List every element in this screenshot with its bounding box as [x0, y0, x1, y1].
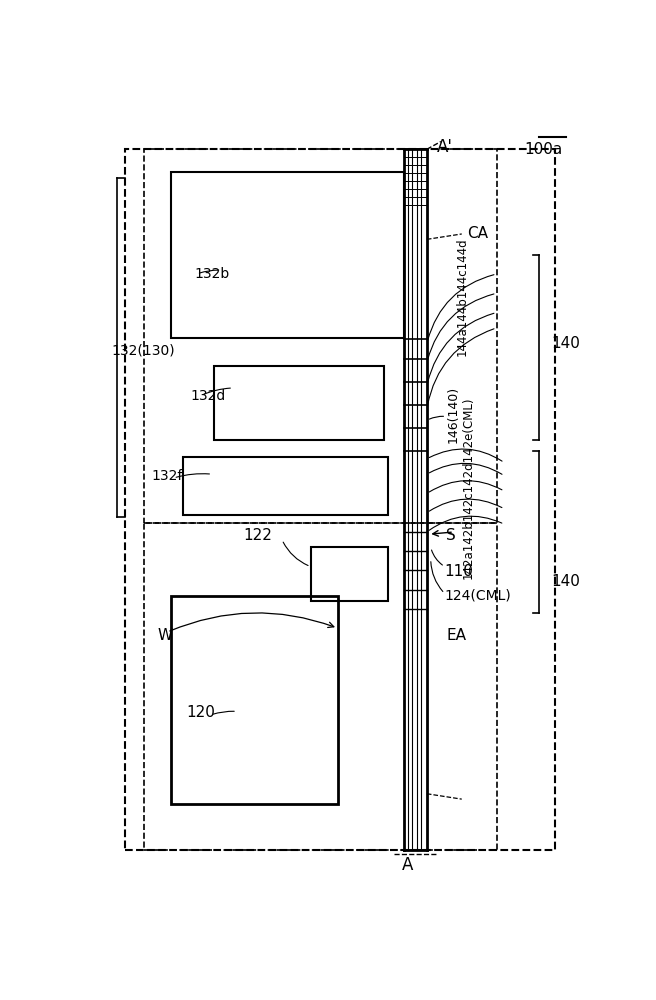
Bar: [311, 547, 388, 601]
Text: 146(140): 146(140): [446, 386, 459, 443]
Text: W: W: [158, 628, 173, 643]
Text: 124(CML): 124(CML): [445, 589, 512, 603]
Text: 140: 140: [551, 574, 580, 589]
Text: 132d: 132d: [190, 389, 226, 403]
Text: A': A': [437, 138, 453, 156]
Text: 142a142b142c142d142e(CML): 142a142b142c142d142e(CML): [462, 397, 475, 579]
Text: 122: 122: [243, 528, 272, 543]
Bar: [183, 457, 388, 515]
Text: 100a: 100a: [524, 142, 562, 157]
Text: 144a144b144c144d: 144a144b144c144d: [455, 238, 468, 356]
Bar: [171, 172, 403, 338]
Text: CA: CA: [467, 226, 488, 241]
Text: EA: EA: [446, 628, 466, 643]
Text: 132b: 132b: [194, 267, 230, 281]
Text: S: S: [446, 528, 456, 543]
Text: 140: 140: [551, 336, 580, 351]
Text: 120: 120: [186, 705, 216, 720]
Text: 110: 110: [445, 564, 474, 579]
Bar: [144, 523, 497, 850]
Text: A: A: [402, 856, 413, 874]
Text: 132(130): 132(130): [112, 344, 175, 358]
Bar: [214, 366, 384, 440]
Text: 132f: 132f: [152, 469, 183, 483]
Bar: [171, 596, 338, 804]
Bar: [125, 149, 555, 850]
Bar: [144, 149, 497, 523]
